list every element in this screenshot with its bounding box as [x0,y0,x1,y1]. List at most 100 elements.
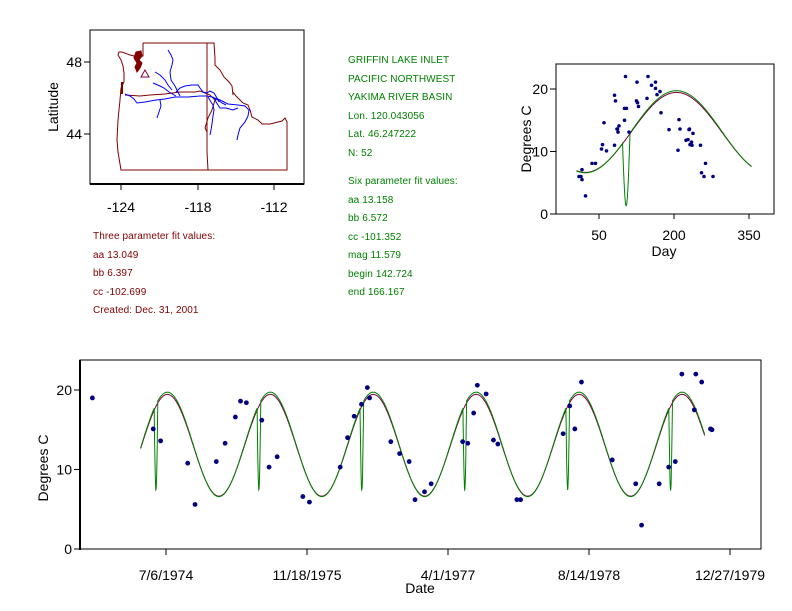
site-marker-triangle [140,68,150,78]
timeseries-data-point [428,481,434,487]
timeseries-data-point [422,489,427,495]
seasonal-data-point [636,104,641,109]
timeseries-curves [140,391,706,498]
seasonal-chart: 50 200 350 0 10 20 Day Degrees C [518,63,775,259]
seasonal-data-point [612,143,617,148]
seasonal-data-point [612,93,617,98]
timeseries-data-point [699,379,705,385]
three-param-block: Three parameter fit values: aa 13.049 bb… [93,228,215,321]
seasonal-data-point [600,142,605,147]
seasonal-data-point [646,74,650,79]
map-x-tick-label: -118 [185,199,212,215]
map-ticks: -124 -118 -112 48 44 [66,54,287,215]
timeseries-data-point [471,410,477,416]
seasonal-data-point [622,118,627,123]
river-line [207,96,215,136]
seasonal-ylabel: Degrees C [518,106,534,173]
seasonal-data-point [579,174,583,179]
seasonal-data-point [604,149,609,153]
seasonal-data-point [655,92,659,97]
six-param-bb: bb 6.572 [348,213,388,224]
seasonal-frame [555,63,775,215]
seasonal-data-point [624,106,629,111]
state-border-line [143,42,234,96]
timeseries-data-point [359,401,364,407]
coast-bay [121,82,123,94]
timeseries-data-point [307,499,312,505]
map-y-tick-label: 44 [66,126,82,142]
timeseries-data-point [213,459,219,464]
timeseries-data-point [691,407,697,413]
seasonal-six-param-curve [576,90,752,207]
seasonal-data-point [711,174,715,179]
timeseries-y-tick-label: 10 [56,462,72,478]
map-y-tick-label: 48 [66,54,82,70]
timeseries-xlabel: Date [405,580,435,596]
timeseries-data-point [158,438,163,444]
state-borders [116,42,288,171]
timeseries-x-tick-label: 12/27/1979 [695,567,765,583]
timeseries-data-point [89,395,95,401]
seasonal-data-point [615,127,620,131]
seasonal-data-point [702,174,706,179]
timeseries-data-point [666,464,672,470]
timeseries-data-point [300,494,306,499]
seasonal-data-point [623,74,628,79]
timeseries-data-point [672,459,678,464]
seasonal-data-point [649,83,654,88]
river-line [152,82,177,97]
river-line [154,71,173,91]
timeseries-data-point [567,403,573,409]
seasonal-y-tick-label: 20 [532,81,548,97]
timeseries-data-point [709,427,715,433]
river-line [167,49,181,97]
timeseries-data-point [259,417,265,423]
timeseries-data-point [579,379,584,385]
six-param-mag: mag 11.579 [348,250,402,261]
timeseries-data-point [693,371,699,377]
timeseries-data-point [572,426,578,432]
seasonal-curves [576,90,752,207]
created-date: Created: Dec. 31, 2001 [93,305,199,316]
six-param-title: Six parameter fit values: [348,176,458,187]
timeseries-data-point [460,439,466,445]
seasonal-data-point [617,124,621,128]
seasonal-y-tick-label: 0 [540,206,548,222]
seasonal-data-point [687,127,692,131]
timeseries-data-point [345,435,350,441]
timeseries-data-point [274,454,280,460]
timeseries-data-point [351,413,357,419]
seasonal-data-point [698,143,703,148]
seasonal-x-tick-label: 50 [591,227,607,243]
seasonal-data-point [684,138,688,143]
timeseries-data-point [679,371,685,377]
seasonal-data-point [645,96,649,101]
timeseries-x-tick-label: 4/1/1977 [421,567,476,583]
seasonal-data-point [613,99,618,103]
state-border-line [116,51,288,171]
timeseries-frame [79,359,762,550]
seasonal-data-point [703,161,708,166]
site-lon: Lon. 120.043056 [348,110,425,122]
seasonal-data-point [635,80,639,84]
seasonal-data-point [616,130,620,134]
seasonal-data-point [653,80,658,84]
river-line [175,84,220,103]
seasonal-data-point [580,177,584,182]
timeseries-six-param-curve [140,391,706,498]
timeseries-data-point [222,440,228,446]
timeseries-y-tick-label: 20 [56,382,72,398]
seasonal-data-point [691,131,695,136]
seasonal-y-tick-label: 10 [532,144,548,160]
six-param-cc: cc -101.352 [348,231,402,243]
timeseries-ylabel: Degrees C [35,435,51,502]
three-param-cc: cc -102.699 [93,286,147,298]
seasonal-ticks: 50 200 350 0 10 20 [532,81,760,243]
seasonal-data-point [627,130,631,134]
timeseries-x-tick-label: 8/14/1978 [558,567,620,583]
river-network [124,49,250,141]
timeseries-data-point [483,391,489,397]
timeseries-data-point [337,464,343,470]
timeseries-data-point [495,441,501,447]
